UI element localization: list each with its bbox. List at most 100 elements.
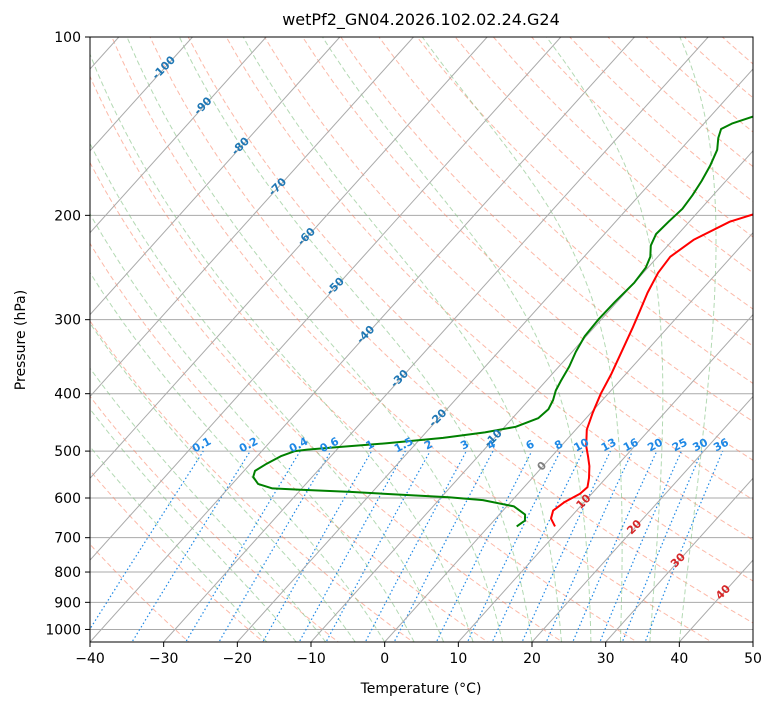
dry-adiabat-line bbox=[90, 395, 340, 642]
dry-adiabat-line bbox=[90, 320, 414, 642]
mixing-ratio-line bbox=[364, 450, 467, 642]
mixing-ratio-line bbox=[644, 450, 724, 642]
mixing-ratio-label: 16 bbox=[621, 436, 641, 455]
isotherm-line bbox=[90, 37, 488, 480]
x-tick-label: 20 bbox=[523, 651, 541, 667]
dry-adiabat-line bbox=[149, 37, 753, 624]
x-tick-label: 40 bbox=[670, 651, 688, 667]
mixing-ratio-line bbox=[262, 450, 373, 642]
isotherm-line bbox=[605, 477, 753, 642]
x-axis-ticks: −40 −30 −20 −10 0 10 20 30 40 50 bbox=[75, 642, 762, 667]
y-tick-label: 700 bbox=[54, 531, 81, 547]
moist-adiabat-line bbox=[678, 37, 717, 642]
mixing-ratio-line bbox=[466, 450, 561, 642]
mixing-ratio-label: 3 bbox=[458, 437, 471, 452]
isotherm-line bbox=[90, 37, 341, 316]
moist-adiabat-line bbox=[90, 322, 356, 642]
dry-adiabat-line bbox=[187, 37, 753, 582]
isotherm-line bbox=[90, 37, 267, 234]
x-tick-label: 30 bbox=[597, 651, 615, 667]
mixing-ratio-label: 0.1 bbox=[190, 435, 213, 456]
mixing-ratio-label: 25 bbox=[670, 436, 690, 455]
isotherm-line bbox=[236, 68, 753, 642]
moist-adiabat-line bbox=[90, 445, 268, 642]
dewpoint-profile-line bbox=[252, 115, 753, 528]
x-axis-label: Temperature (°C) bbox=[360, 681, 482, 697]
mixing-ratio-label: 20 bbox=[645, 436, 665, 455]
x-tick-label: −30 bbox=[149, 651, 179, 667]
dry-adiabat-line bbox=[90, 469, 265, 642]
y-axis-ticks: 100 200 300 400 500 600 700 800 900 1000 bbox=[45, 30, 90, 638]
y-tick-label: 100 bbox=[54, 30, 81, 46]
mixing-ratio-label: 30 bbox=[690, 435, 710, 454]
isotherm-line bbox=[752, 641, 753, 642]
isotherm-line bbox=[90, 37, 193, 152]
dry-adiabat-line bbox=[454, 37, 753, 310]
mixing-ratio-label: 0.6 bbox=[318, 435, 342, 456]
mixing-ratio-line bbox=[521, 450, 611, 642]
moist-adiabat-line bbox=[242, 37, 562, 642]
y-tick-label: 400 bbox=[54, 387, 81, 403]
moist-adiabat-line bbox=[178, 37, 533, 642]
isotherm-line bbox=[531, 395, 753, 642]
moist-adiabat-line bbox=[421, 37, 623, 642]
mixing-ratio-line bbox=[393, 450, 494, 642]
mixing-ratio-lines bbox=[90, 450, 724, 642]
y-tick-label: 300 bbox=[54, 313, 81, 329]
y-tick-label: 500 bbox=[54, 444, 81, 460]
mixing-ratio-line bbox=[572, 450, 658, 642]
mixing-ratio-label: 0.4 bbox=[287, 435, 311, 456]
x-tick-label: 10 bbox=[449, 651, 467, 667]
mixing-ratio-line bbox=[298, 450, 406, 642]
mixing-ratio-label: 36 bbox=[711, 436, 731, 455]
mixing-ratio-label: 6 bbox=[524, 437, 537, 452]
moist-adiabat-line bbox=[90, 271, 386, 642]
y-axis-label: Pressure (hPa) bbox=[13, 290, 29, 390]
sounding-series bbox=[252, 115, 753, 528]
dry-adiabats bbox=[90, 37, 775, 644]
mixing-ratio-line bbox=[621, 450, 703, 642]
mixing-ratio-line bbox=[491, 450, 584, 642]
annotation-labels: 0.1 0.2 0.4 0.6 1 1.5 2 3 4 6 8 10 13 16 20 25 30 36-100-… bbox=[149, 53, 733, 602]
y-tick-label: 1000 bbox=[45, 622, 81, 638]
isobar-grid bbox=[90, 37, 753, 630]
dry-adiabat-line bbox=[416, 37, 753, 347]
chart-title: wetPf2_GN04.2026.102.02.24.G24 bbox=[282, 10, 560, 30]
x-tick-label: −40 bbox=[75, 651, 105, 667]
dry-adiabat-line bbox=[761, 37, 775, 644]
isotherm-line bbox=[310, 150, 753, 642]
moist-adiabat-line bbox=[126, 37, 503, 642]
y-tick-label: 800 bbox=[54, 565, 81, 581]
moist-adiabat-line bbox=[322, 37, 592, 642]
dry-adiabat-line bbox=[90, 161, 564, 642]
isotherm-line bbox=[90, 37, 562, 561]
y-tick-label: 900 bbox=[54, 595, 81, 611]
plot-area: 0.1 0.2 0.4 0.6 1 1.5 2 3 4 6 8 10 13 16 20 25 30 36-100-… bbox=[90, 37, 775, 644]
dry-adiabat-line bbox=[378, 37, 753, 385]
dry-adiabat-line bbox=[531, 37, 753, 238]
mixing-ratio-label: 0.2 bbox=[237, 435, 260, 456]
x-tick-label: −10 bbox=[296, 651, 326, 667]
dry-adiabat-line bbox=[340, 37, 753, 423]
dry-adiabat-line bbox=[569, 37, 753, 203]
mixing-ratio-label: 13 bbox=[599, 436, 619, 455]
isotherm-line bbox=[90, 37, 414, 398]
x-tick-label: 50 bbox=[744, 651, 762, 667]
y-tick-label: 200 bbox=[54, 208, 81, 224]
mixing-ratio-label: 1.5 bbox=[392, 435, 415, 456]
mixing-ratio-line bbox=[131, 450, 251, 642]
moist-adiabat-line bbox=[90, 52, 474, 642]
dry-adiabat-line bbox=[645, 37, 753, 133]
moist-adiabat-line bbox=[90, 367, 327, 642]
mixing-ratio-label: 8 bbox=[552, 437, 565, 452]
x-tick-label: −20 bbox=[223, 651, 253, 667]
moist-adiabat-line bbox=[90, 212, 415, 642]
dry-adiabat-line bbox=[90, 242, 489, 642]
mixing-ratio-line bbox=[599, 450, 682, 642]
y-tick-label: 600 bbox=[54, 491, 81, 507]
dry-adiabat-line bbox=[90, 75, 638, 642]
temperature-profile-line bbox=[550, 213, 753, 527]
moist-adiabat-line bbox=[90, 408, 297, 642]
moist-adiabat-line bbox=[546, 37, 664, 642]
